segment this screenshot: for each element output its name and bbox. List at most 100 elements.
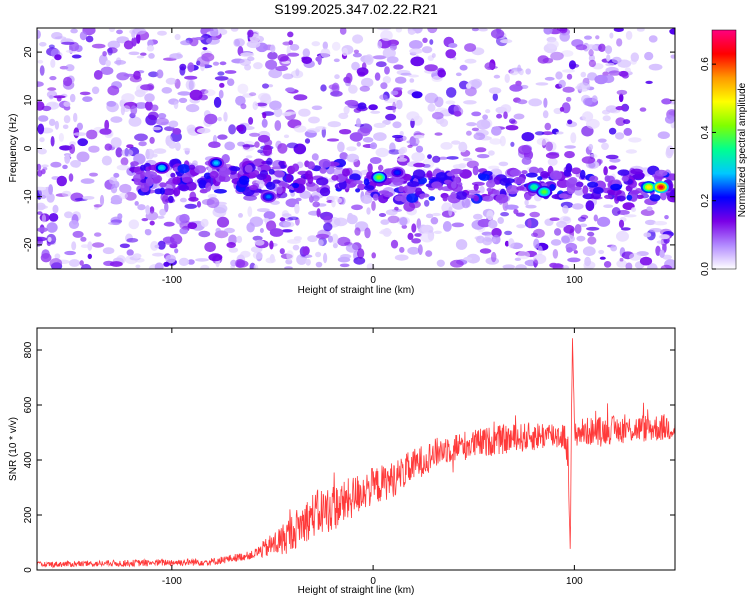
spectrogram-cell — [552, 263, 564, 269]
spectrogram-cell — [664, 115, 675, 124]
spectrogram-band-cell — [295, 177, 306, 184]
spectrogram-cell — [550, 51, 564, 61]
spectrogram-cell — [458, 141, 468, 153]
spectrogram-band-cell — [172, 176, 181, 185]
spectrogram-cell — [476, 154, 490, 159]
spectrogram-cell — [149, 136, 155, 144]
spectrogram-cell — [445, 100, 456, 105]
spectrogram-cell — [497, 217, 505, 224]
spectrogram-cell — [61, 190, 72, 197]
spectrogram-cell — [273, 107, 283, 118]
spectrogram-cell — [62, 164, 68, 170]
spectrogram-cell — [498, 161, 509, 167]
spectrogram-cell — [63, 76, 73, 87]
spectrogram-peak — [531, 185, 537, 189]
spectrogram-cell — [603, 204, 614, 208]
spectrogram-cell — [252, 235, 263, 241]
spectrogram-cell — [356, 118, 361, 128]
spectrogram-cell — [311, 105, 323, 111]
spectrogram-cell — [163, 221, 175, 227]
spectrogram-cell — [476, 119, 491, 130]
spectrogram-cell — [399, 130, 404, 137]
spectrogram-cell — [39, 42, 47, 47]
spectrogram-cell — [58, 132, 64, 142]
spectrogram-cell — [331, 82, 340, 93]
spectrogram-cell — [574, 188, 584, 196]
spectrogram-cell — [148, 71, 159, 78]
spectrogram-band-cell — [446, 172, 455, 177]
spectrogram-cell — [463, 256, 473, 261]
spectrogram-band-cell — [604, 175, 611, 183]
spectrogram-peak — [395, 171, 400, 175]
spectrogram-cell — [471, 78, 483, 88]
spectrogram-cell — [322, 41, 328, 50]
spectrogram-cell — [293, 94, 308, 101]
spectrogram-cell — [434, 96, 444, 108]
spectrogram-band-cell — [451, 181, 457, 189]
spectrogram-band-cell — [274, 170, 285, 178]
spectrogram-cell — [120, 157, 129, 166]
spectrogram-band-cell — [392, 177, 404, 186]
spectrogram-cell — [82, 196, 95, 200]
spectrogram-cell — [407, 232, 414, 240]
spectrogram-band-cell — [570, 186, 582, 191]
spectrogram-cell — [422, 158, 435, 169]
spectrogram-cell — [152, 252, 164, 257]
spectrogram-y-label: Frequency (Hz) — [8, 114, 19, 183]
spectrogram-cell — [427, 154, 432, 160]
spectrogram-cell — [149, 220, 155, 226]
spectrogram-cell — [503, 111, 508, 119]
spectrogram-cell — [509, 84, 523, 92]
spectrogram-cell — [315, 233, 330, 239]
spectrogram-cell — [306, 128, 321, 134]
spectrogram-cell — [254, 239, 265, 246]
spectrogram-band-cell — [428, 196, 436, 201]
spectrogram-cell — [198, 230, 211, 238]
spectrogram-cell — [70, 160, 82, 168]
spectrogram-cell — [320, 84, 327, 92]
spectrogram-cell — [128, 51, 140, 56]
spectrogram-cell — [339, 28, 347, 35]
spectrogram-cell — [331, 199, 336, 208]
spectrogram-cell — [546, 39, 559, 50]
spectrogram-cell — [398, 153, 405, 159]
spectrogram-cell — [622, 202, 635, 211]
spectrogram-band-cell — [182, 176, 193, 184]
spectrogram-cell — [122, 105, 131, 112]
spectrogram-cell — [92, 242, 105, 248]
spectrogram-cell — [194, 37, 205, 41]
spectrogram-cell — [396, 157, 408, 162]
spectrogram-cell — [471, 127, 479, 132]
spectrogram-band-cell — [630, 190, 640, 195]
spectrogram-cell — [157, 30, 167, 36]
spectrogram-cell — [217, 116, 222, 122]
spectrogram-cell — [413, 134, 425, 139]
spectrogram-band-cell — [319, 187, 331, 197]
spectrogram-band-cell — [482, 195, 494, 202]
spectrogram-cell — [438, 156, 448, 160]
spectrogram-cell — [239, 58, 251, 66]
spectrogram-cell — [366, 263, 375, 269]
spectrogram-cell — [625, 30, 633, 40]
spectrogram-cell — [287, 31, 294, 38]
spectrogram-cell — [230, 28, 239, 32]
spectrogram-cell — [331, 233, 339, 245]
spectrogram-cell — [513, 113, 525, 120]
spectrogram-cell — [119, 183, 132, 194]
spectrogram-cell — [302, 48, 310, 58]
spectrogram-cell — [157, 215, 165, 219]
spectrogram-cell — [154, 262, 164, 269]
spectrogram-cell — [189, 89, 203, 101]
spectrogram-band-cell — [473, 195, 480, 202]
spectrogram-band-cell — [473, 183, 479, 191]
spectrogram-cell — [593, 214, 598, 222]
spectrogram-cell — [134, 102, 148, 109]
spectrogram-band-cell — [649, 194, 661, 202]
spectrogram-cell — [424, 64, 438, 72]
spectrogram-band-cell — [495, 193, 509, 204]
spectrogram-cell — [392, 101, 397, 113]
spectrogram-cell — [48, 118, 56, 126]
spectrogram-cell — [583, 97, 593, 106]
spectrogram-cell — [259, 228, 264, 233]
spectrogram-cell — [302, 246, 310, 256]
